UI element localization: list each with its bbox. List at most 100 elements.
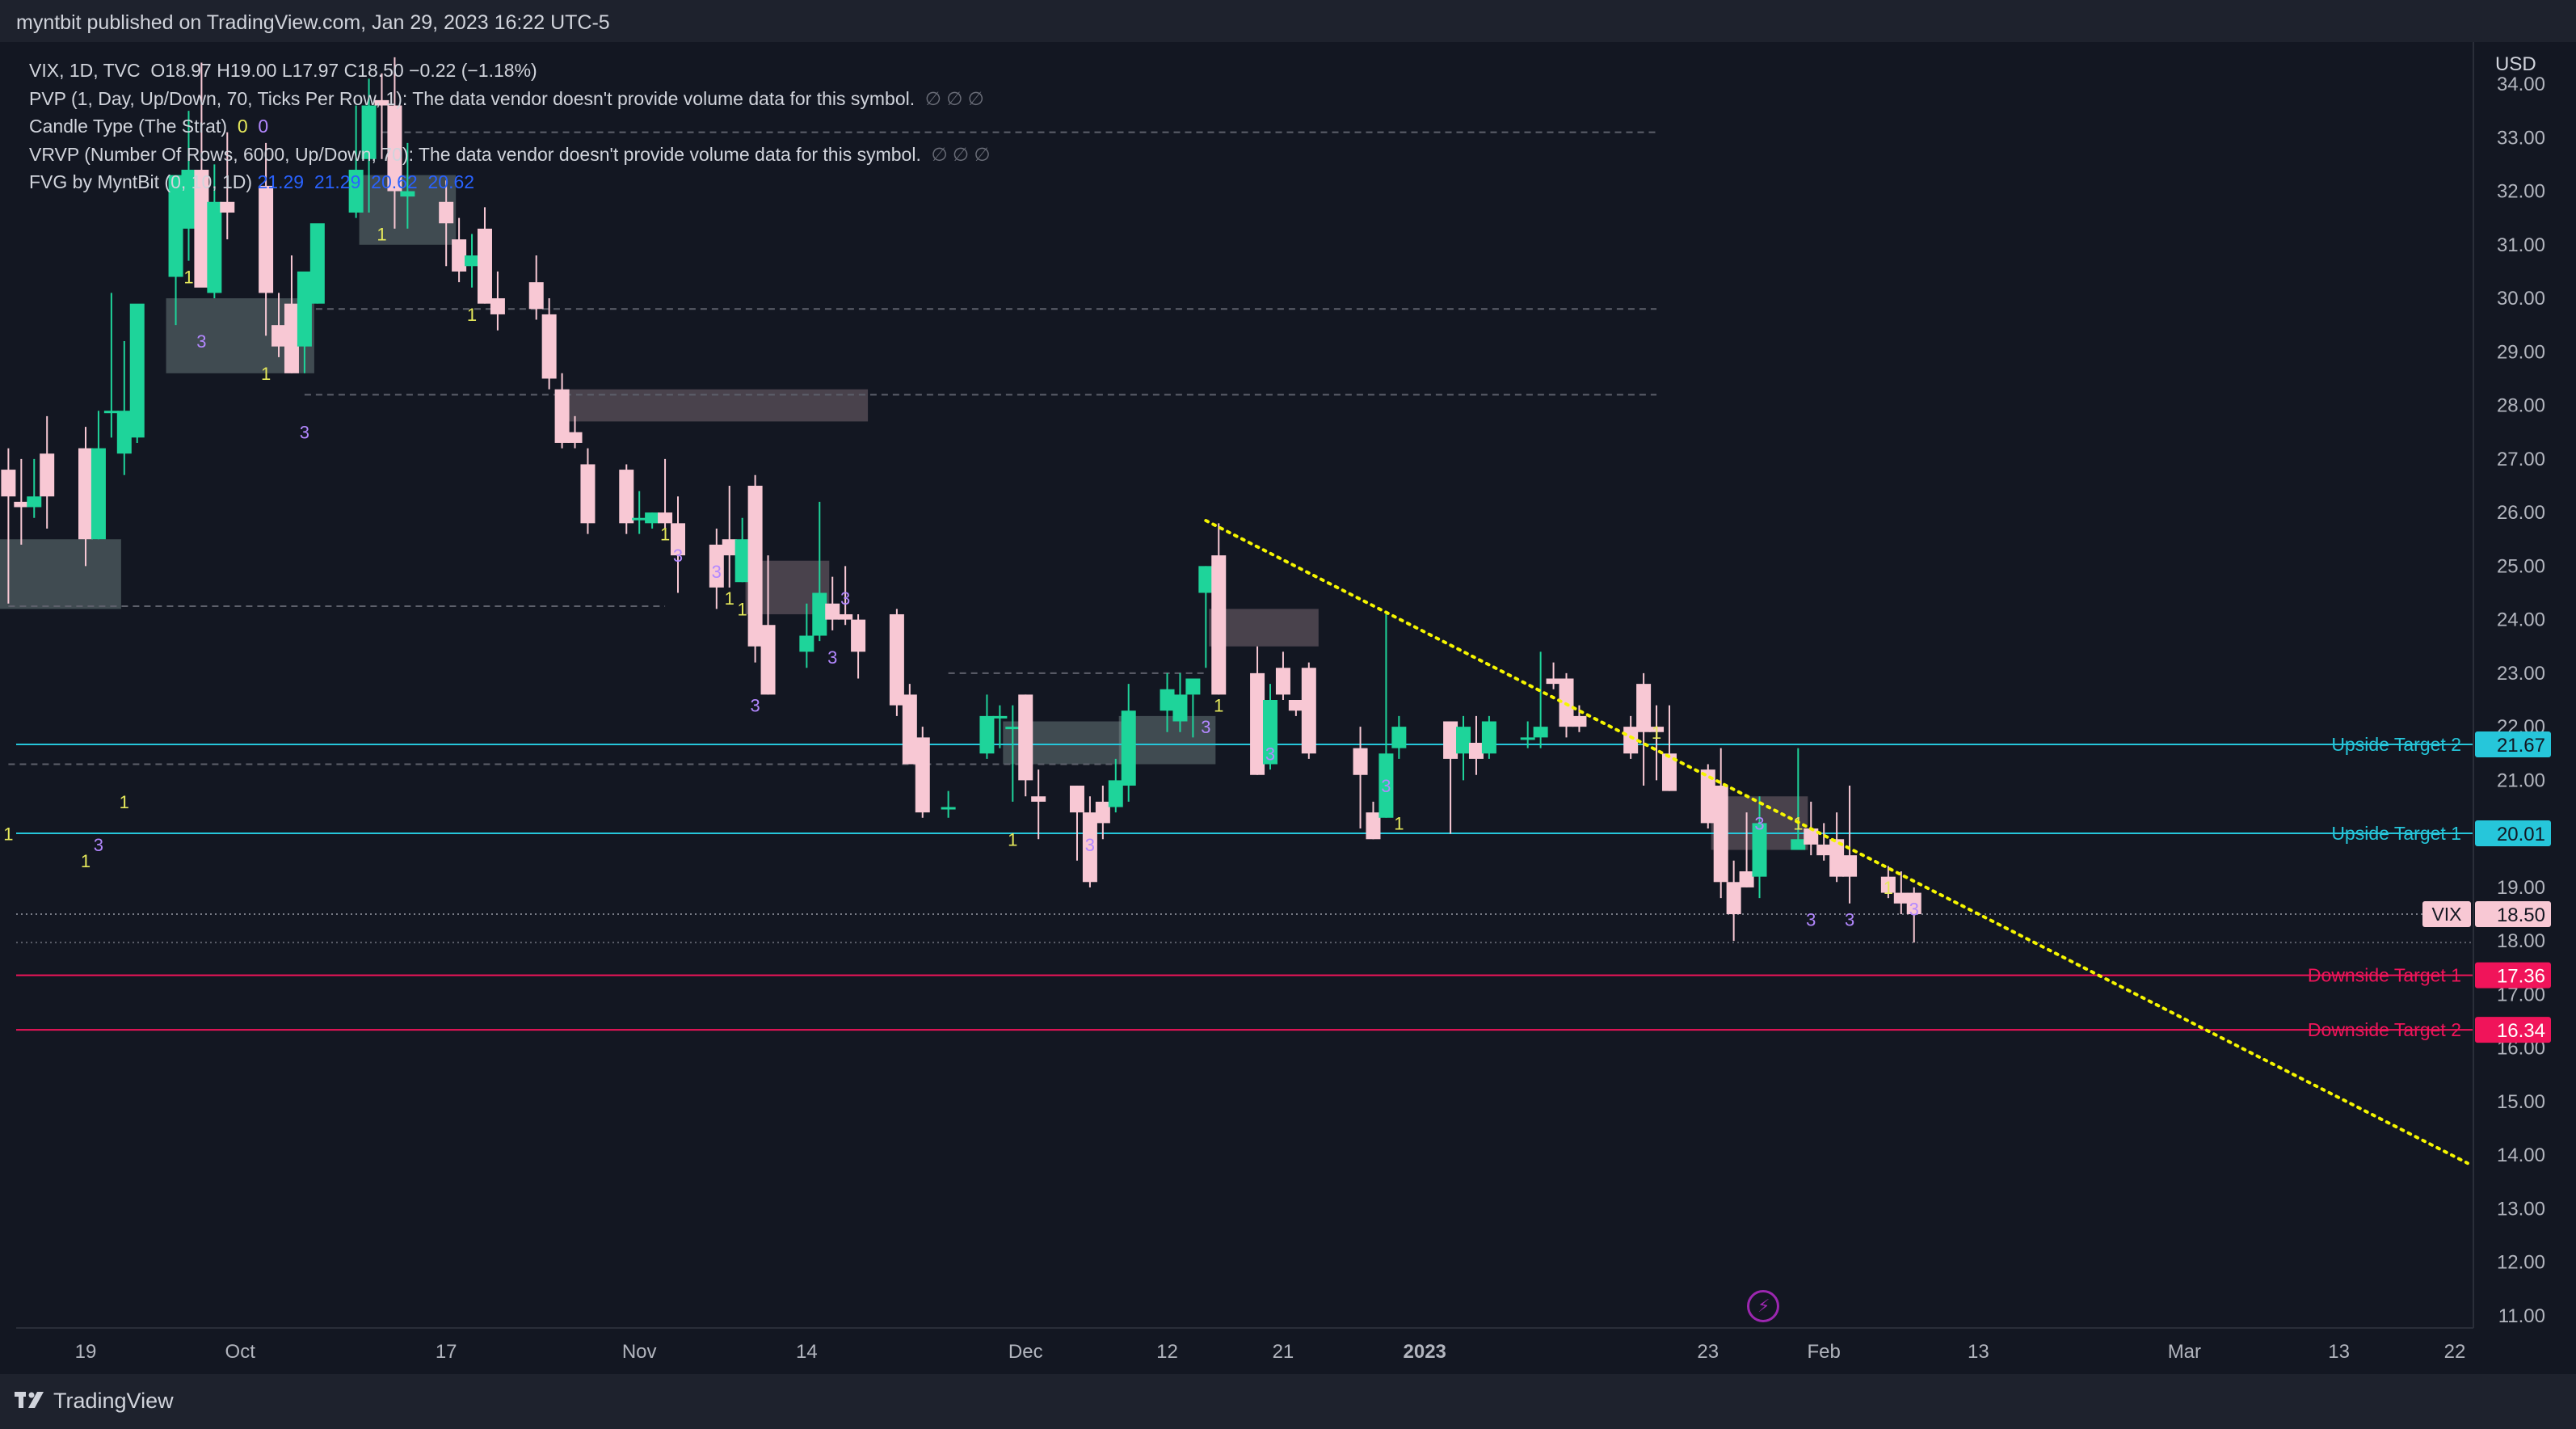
candle-body bbox=[528, 282, 544, 310]
y-tick-label: 12.00 bbox=[2497, 1252, 2545, 1274]
candle-body bbox=[27, 496, 42, 508]
candle-body bbox=[1468, 743, 1484, 759]
legend-vrvp-row[interactable]: VRVP (Number Of Rows, 6000, Up/Down, 70)… bbox=[29, 141, 991, 169]
candle-body bbox=[465, 255, 480, 267]
candle-body bbox=[1172, 694, 1188, 722]
strat-label: 1 bbox=[3, 824, 13, 845]
strat-label: 1 bbox=[377, 225, 386, 245]
candle-body bbox=[1829, 839, 1845, 877]
strat-label: 3 bbox=[1909, 899, 1919, 919]
candle-body bbox=[722, 539, 737, 556]
x-tick-label: 17 bbox=[436, 1341, 457, 1363]
y-tick-label: 33.00 bbox=[2497, 127, 2545, 149]
legend: VIX, 1D, TVC O18.97 H19.00 L17.97 C18.50… bbox=[29, 57, 991, 196]
candle-body bbox=[658, 512, 673, 524]
y-tick-label: 26.00 bbox=[2497, 502, 2545, 524]
strat-label: 1 bbox=[120, 792, 129, 812]
candle-body bbox=[760, 625, 776, 695]
candle-body bbox=[348, 170, 364, 213]
candle-body bbox=[1031, 796, 1046, 802]
candle-body bbox=[168, 175, 183, 277]
target-price-tag-text: 16.34 bbox=[2497, 1020, 2545, 1042]
legend-vrvp-text: VRVP (Number Of Rows, 6000, Up/Down, 70)… bbox=[29, 143, 921, 165]
target-price-tag-text: 21.67 bbox=[2497, 735, 2545, 757]
candle-body bbox=[220, 201, 235, 213]
legend-open: O18.97 bbox=[150, 60, 212, 81]
candle-body bbox=[1018, 694, 1033, 781]
lightning-glyph: ⚡ bbox=[1757, 1296, 1770, 1316]
currency-label: USD bbox=[2495, 53, 2536, 75]
price-chart[interactable]: Upside Target 2 Upside Target 1 Downside T… bbox=[0, 42, 2576, 1374]
candle-body bbox=[181, 170, 196, 229]
legend-pvp-row[interactable]: PVP (1, Day, Up/Down, 70, Ticks Per Row,… bbox=[29, 85, 991, 113]
strat-label: 3 bbox=[1754, 813, 1764, 833]
legend-symbol-row[interactable]: VIX, 1D, TVC O18.97 H19.00 L17.97 C18.50… bbox=[29, 57, 991, 85]
candle-body bbox=[1, 470, 16, 497]
candle-body bbox=[1443, 721, 1458, 759]
candle-body bbox=[207, 201, 222, 293]
candle-body bbox=[1121, 710, 1136, 786]
x-axis-labels: 19 Oct 17 Nov 14 Dec 12 21 2023 23 Feb 13 Mar 13 22 bbox=[75, 1341, 2466, 1363]
candle-body bbox=[1791, 839, 1806, 850]
x-tick-label: 13 bbox=[1968, 1341, 1989, 1363]
candle-body bbox=[645, 512, 660, 524]
candle-body bbox=[309, 223, 325, 304]
last-price-symbol-text: VIX bbox=[2431, 904, 2461, 925]
candle-body bbox=[1636, 684, 1652, 732]
x-tick-label: Nov bbox=[622, 1341, 657, 1363]
candle-body bbox=[271, 325, 287, 347]
fvg-zone bbox=[0, 539, 121, 609]
candle-body bbox=[1211, 555, 1227, 695]
y-tick-label: 18.00 bbox=[2497, 930, 2545, 952]
trendline bbox=[1204, 519, 2469, 1166]
strat-label: 3 bbox=[196, 331, 206, 352]
strat-label: 3 bbox=[673, 546, 683, 566]
y-tick-label: 32.00 bbox=[2497, 181, 2545, 203]
candle-body bbox=[580, 464, 596, 524]
candle-body bbox=[129, 303, 145, 438]
strat-label: 1 bbox=[738, 599, 747, 619]
strat-label: 3 bbox=[827, 647, 837, 668]
candle-body bbox=[1160, 689, 1175, 711]
candle-body bbox=[490, 298, 505, 314]
candle-body bbox=[632, 517, 647, 521]
y-tick-label: 23.00 bbox=[2497, 663, 2545, 685]
candle-body bbox=[297, 271, 312, 347]
legend-low: L17.97 bbox=[281, 60, 339, 81]
legend-fvg-v3: 20.62 bbox=[371, 171, 418, 192]
footer-bar: TradingView bbox=[0, 1374, 2576, 1429]
y-tick-label: 14.00 bbox=[2497, 1144, 2545, 1166]
strat-label: 3 bbox=[1845, 910, 1854, 930]
tradingview-logo-icon[interactable] bbox=[15, 1392, 48, 1411]
legend-fvg-row[interactable]: FVG by MyntBit (0, 10, 1D) 21.29 21.29 2… bbox=[29, 168, 991, 196]
legend-candle-type-row[interactable]: Candle Type (The Strat) 0 0 bbox=[29, 112, 991, 141]
candle-body bbox=[1649, 727, 1665, 732]
tradingview-brand[interactable]: TradingView bbox=[53, 1389, 174, 1413]
legend-symbol: VIX, 1D, TVC bbox=[29, 60, 141, 81]
candle-body bbox=[400, 191, 415, 197]
legend-fvg-v1: 21.29 bbox=[257, 171, 305, 192]
legend-candle-type-v1: 0 bbox=[237, 116, 248, 137]
legend-pvp-icons: ∅ ∅ ∅ bbox=[924, 87, 984, 109]
candle-body bbox=[554, 389, 570, 443]
candle-body bbox=[1752, 823, 1767, 877]
lightning-icon[interactable]: ⚡ bbox=[1747, 1290, 1779, 1322]
candle-body bbox=[90, 448, 106, 540]
target-lines-layer: Upside Target 2 Upside Target 1 Downside T… bbox=[16, 734, 2473, 1040]
legend-fvg-v4: 20.62 bbox=[427, 171, 475, 192]
y-tick-label: 27.00 bbox=[2497, 449, 2545, 470]
strat-label: 1 bbox=[467, 305, 477, 325]
candle-body bbox=[374, 99, 389, 106]
candle-body bbox=[1842, 855, 1858, 877]
y-tick-label: 13.00 bbox=[2497, 1198, 2545, 1220]
strat-label: 3 bbox=[750, 696, 760, 716]
candle-body bbox=[671, 523, 685, 556]
candle-body bbox=[1520, 737, 1535, 740]
candle-body bbox=[1108, 780, 1123, 807]
candle-body bbox=[1082, 812, 1097, 883]
candle-body bbox=[1198, 566, 1214, 593]
candle-body bbox=[387, 105, 402, 192]
x-tick-label: Feb bbox=[1808, 1341, 1841, 1363]
candle-body bbox=[1533, 727, 1548, 738]
x-tick-label: Oct bbox=[225, 1341, 256, 1363]
